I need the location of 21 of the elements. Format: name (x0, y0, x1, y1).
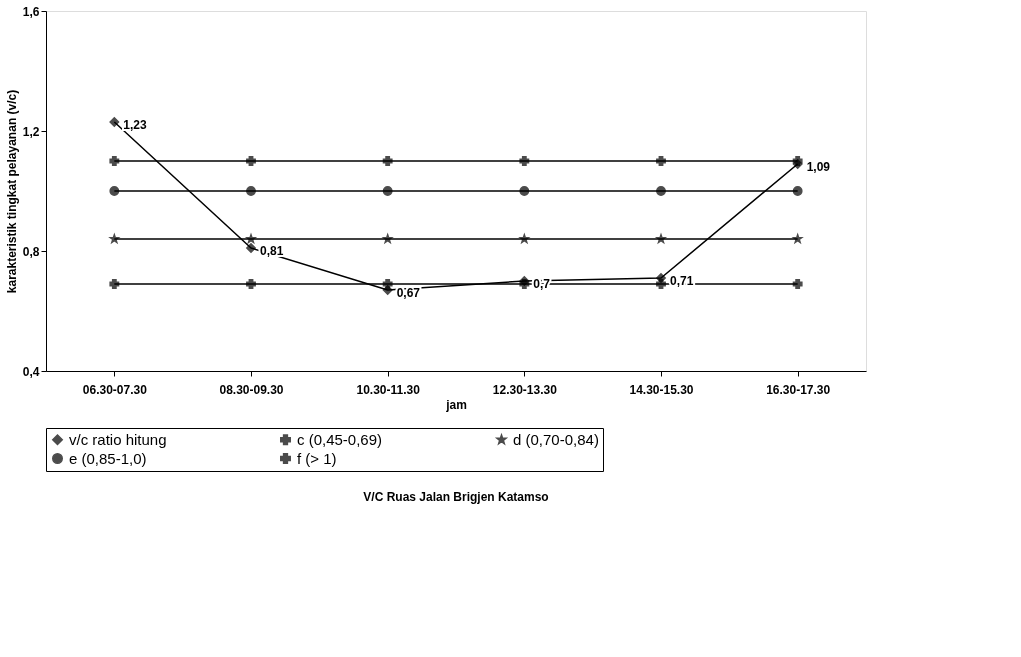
legend-label: f (> 1) (297, 449, 337, 467)
x-tick-label: 08.30-09.30 (219, 382, 284, 397)
x-tick-label: 10.30-11.30 (356, 382, 421, 397)
x-tick-label: 14.30-15.30 (629, 382, 694, 397)
x-tick-label: 12.30-13.30 (492, 382, 558, 397)
legend-label: d (0,70-0,84) (513, 430, 599, 448)
legend-label: c (0,45-0,69) (297, 430, 383, 448)
legend-label: v/c ratio hitung (69, 430, 167, 448)
data-label: 1,09 (806, 160, 831, 174)
y-tick-label: 1,6 (22, 4, 40, 19)
legend-label: e (0,85-1,0) (69, 449, 147, 467)
text: V/C Ruas Jalan Brigjen Katamso (363, 489, 549, 504)
y-axis-title: karakteristik tingkat pelayanan (v/c) (4, 89, 19, 294)
x-tick-label: 06.30-07.30 (82, 382, 148, 397)
y-tick-label: 0,8 (22, 244, 40, 259)
x-axis-title: jam (445, 397, 467, 412)
y-tick-label: 1,2 (22, 124, 40, 139)
x-tick-label: 16.30-17.30 (766, 382, 831, 397)
data-label: 0,67 (396, 286, 421, 300)
data-label: 1,23 (123, 118, 148, 132)
y-tick-label: 0,4 (22, 364, 40, 379)
